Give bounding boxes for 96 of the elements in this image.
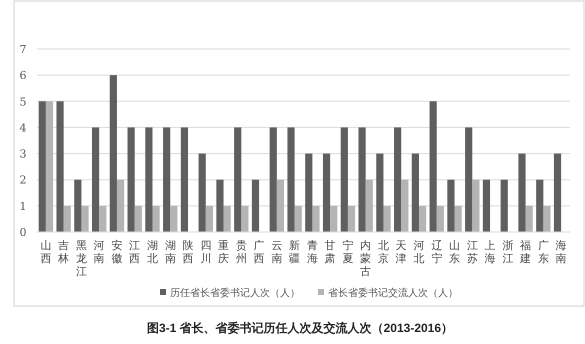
- bar: [64, 206, 71, 232]
- bar: [163, 127, 170, 232]
- bar: [312, 206, 320, 232]
- bar: [116, 180, 124, 232]
- bar: [234, 127, 242, 232]
- bar: [56, 101, 64, 232]
- bar: [252, 180, 260, 232]
- bar: [270, 127, 277, 232]
- bar: [305, 154, 312, 232]
- bar: [99, 206, 106, 232]
- x-tick-label: 陕西: [182, 240, 194, 265]
- bar: [472, 180, 480, 232]
- bar: [543, 206, 551, 232]
- bar: [348, 206, 356, 232]
- bar: [294, 206, 302, 232]
- bar: [330, 206, 338, 232]
- bar: [526, 206, 533, 232]
- x-tick-label: 辽宁: [431, 240, 442, 265]
- x-tick-label: 湖南: [164, 240, 176, 265]
- x-tick-label: 宁夏: [342, 239, 354, 265]
- y-tick-label: 4: [20, 121, 26, 134]
- y-tick-label: 7: [20, 43, 26, 56]
- x-tick-label: 江西: [129, 240, 140, 265]
- bar: [430, 101, 437, 232]
- bar: [110, 75, 117, 232]
- bar: [38, 101, 46, 232]
- y-tick-label: 1: [20, 200, 26, 213]
- y-tick-label: 3: [20, 148, 26, 161]
- x-tick-label: 甘肃: [324, 239, 336, 265]
- x-tick-label: 河南: [94, 240, 105, 265]
- bar: [366, 180, 373, 232]
- bar: [287, 127, 295, 232]
- bar: [224, 206, 231, 232]
- x-tick-label: 吉林: [57, 239, 70, 265]
- x-tick-label: 黑龙江: [76, 240, 87, 278]
- x-tick-label: 新疆: [289, 239, 300, 265]
- x-tick-label: 福建: [519, 239, 532, 265]
- x-tick-label: 天津: [396, 240, 407, 265]
- x-tick-label: 江苏: [466, 240, 478, 265]
- bar: [241, 206, 249, 232]
- x-tick-label: 北京: [378, 239, 389, 265]
- x-tick-label: 湖北: [146, 240, 158, 265]
- x-tick-label: 四川: [200, 240, 212, 265]
- x-tick-label: 青海: [306, 239, 318, 265]
- x-tick-label: 河北: [413, 240, 424, 265]
- x-tick-label: 山东: [449, 239, 460, 265]
- x-tick-label: 广西: [254, 239, 265, 265]
- bar: [74, 180, 82, 232]
- text: 图3-1 省长、省委书记历任人次及交流人次（2013-2016）: [146, 321, 454, 335]
- bar: [206, 206, 213, 232]
- bar: [81, 206, 89, 232]
- bar: [383, 206, 391, 232]
- bar: [500, 180, 508, 232]
- bar: [358, 127, 366, 232]
- x-tick-label: 海南: [556, 240, 567, 265]
- bar: [518, 154, 526, 232]
- bar: [454, 206, 462, 232]
- bar: [276, 180, 284, 232]
- bar: [465, 127, 472, 232]
- bar: [447, 180, 455, 232]
- x-tick-label: 浙江: [502, 239, 514, 265]
- legend-label: 省长省委书记交流人次（人）: [328, 287, 458, 299]
- x-tick-label: 贵州: [236, 239, 247, 265]
- bar: [436, 206, 444, 232]
- x-tick-label: 内蒙古: [360, 239, 372, 278]
- bar: [536, 180, 544, 232]
- y-tick-label: 6: [20, 69, 26, 82]
- x-tick-label: 重庆: [218, 239, 230, 265]
- x-tick-label: 广东: [538, 239, 549, 265]
- bar: [198, 154, 206, 232]
- bar: [134, 206, 142, 232]
- x-tick-label: 安徽: [111, 239, 122, 265]
- y-tick-label: 2: [20, 174, 26, 187]
- legend-label: 历任省长省委书记人次（人）: [170, 287, 300, 299]
- bar: [145, 127, 152, 232]
- bar: [152, 206, 160, 232]
- bar: [340, 127, 348, 232]
- bar: [180, 127, 188, 232]
- bar: [216, 180, 224, 232]
- bar: [128, 127, 135, 232]
- bar: [170, 206, 178, 232]
- bar: [418, 206, 426, 232]
- bar: [322, 154, 330, 232]
- bar: [401, 180, 408, 232]
- y-tick-label: 5: [20, 95, 26, 108]
- y-tick-label: 0: [20, 226, 26, 239]
- bar: [394, 127, 402, 232]
- bar: [376, 154, 384, 232]
- bar: [46, 101, 54, 232]
- bar: [412, 154, 419, 232]
- bar: [482, 180, 490, 232]
- bar: [554, 154, 562, 232]
- x-tick-label: 上海: [484, 239, 496, 265]
- x-tick-label: 云南: [271, 240, 282, 265]
- x-tick-label: 山西: [40, 239, 52, 265]
- bar: [92, 127, 100, 232]
